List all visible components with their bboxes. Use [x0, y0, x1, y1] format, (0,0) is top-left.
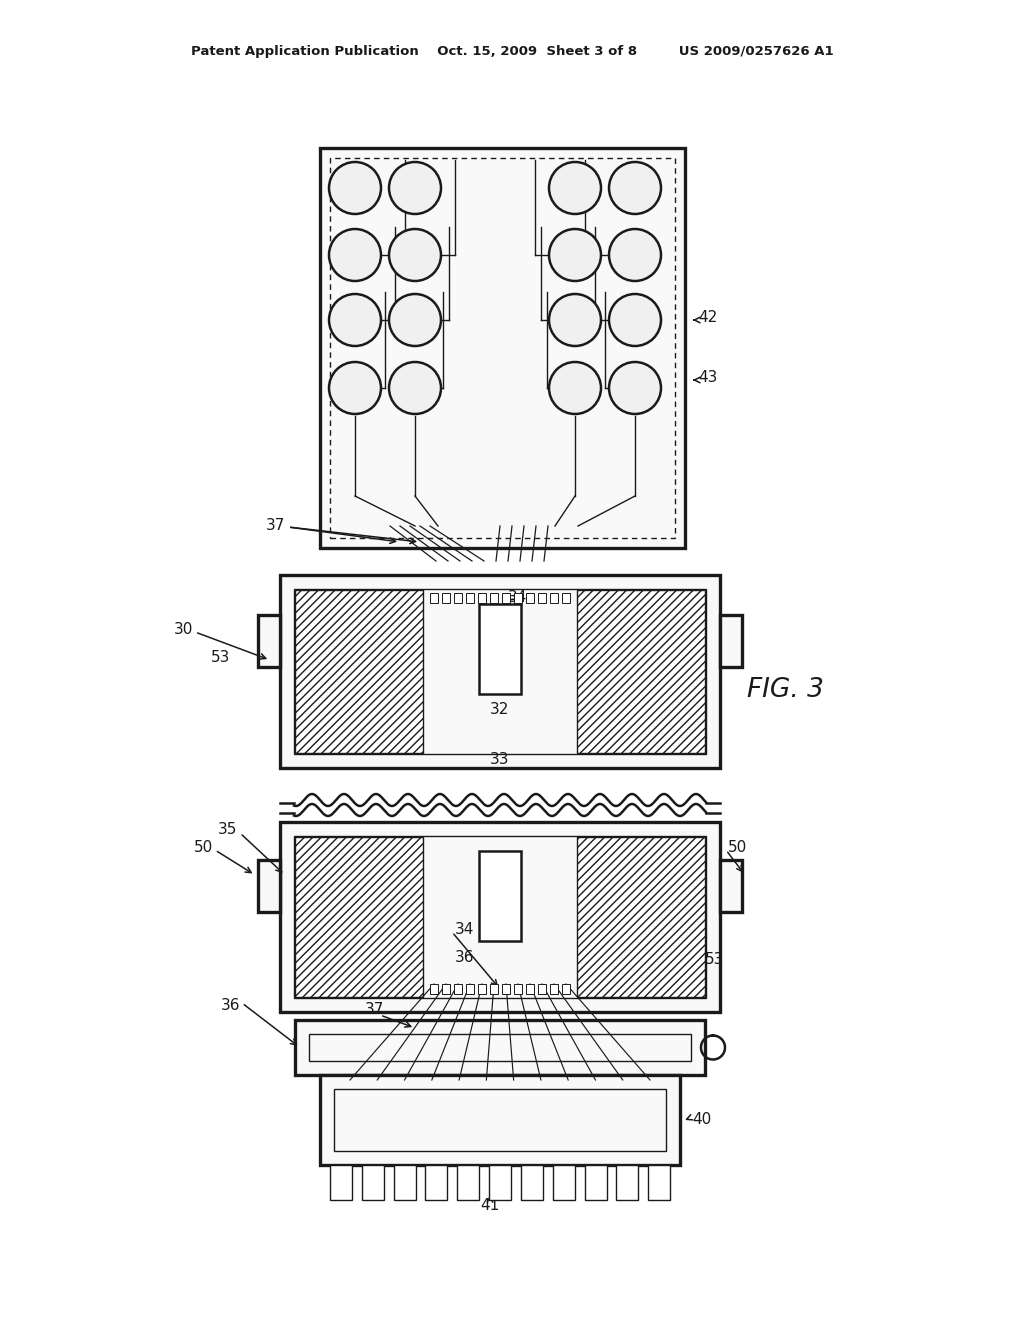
Bar: [295, 837, 423, 997]
Text: 32: 32: [490, 702, 509, 718]
Circle shape: [609, 362, 662, 414]
Circle shape: [329, 362, 381, 414]
Bar: [720, 861, 742, 912]
Bar: [454, 593, 462, 603]
Bar: [258, 861, 280, 912]
Bar: [425, 1166, 447, 1200]
Circle shape: [389, 294, 441, 346]
Circle shape: [609, 162, 662, 214]
Bar: [550, 983, 558, 994]
Bar: [538, 593, 546, 603]
Bar: [479, 851, 521, 941]
Circle shape: [549, 162, 601, 214]
Bar: [577, 837, 705, 997]
Bar: [550, 593, 558, 603]
Bar: [294, 589, 706, 754]
Bar: [514, 593, 522, 603]
Bar: [334, 1089, 666, 1151]
Bar: [361, 1166, 384, 1200]
Text: 53: 53: [705, 953, 724, 968]
Circle shape: [609, 294, 662, 346]
Bar: [294, 836, 706, 998]
Circle shape: [389, 162, 441, 214]
Bar: [393, 1166, 416, 1200]
Bar: [502, 593, 510, 603]
Text: 37: 37: [265, 517, 285, 532]
Bar: [478, 983, 486, 994]
Text: 35: 35: [218, 822, 237, 837]
Bar: [466, 983, 474, 994]
Text: 43: 43: [698, 371, 718, 385]
Text: Patent Application Publication    Oct. 15, 2009  Sheet 3 of 8         US 2009/02: Patent Application Publication Oct. 15, …: [190, 45, 834, 58]
Text: 50: 50: [728, 841, 748, 855]
Circle shape: [329, 162, 381, 214]
Text: 41: 41: [480, 1197, 500, 1213]
Text: FIG. 3: FIG. 3: [746, 677, 823, 704]
Text: 50: 50: [194, 841, 213, 855]
Bar: [562, 983, 570, 994]
Bar: [430, 983, 438, 994]
Text: 34: 34: [455, 923, 474, 937]
Bar: [526, 983, 534, 994]
Circle shape: [549, 294, 601, 346]
Bar: [280, 576, 720, 768]
Circle shape: [549, 228, 601, 281]
Bar: [330, 1166, 352, 1200]
Text: 37: 37: [366, 1002, 385, 1018]
Text: 36: 36: [455, 950, 474, 965]
Bar: [430, 593, 438, 603]
Bar: [258, 615, 280, 667]
Bar: [538, 983, 546, 994]
Text: 36: 36: [220, 998, 240, 1012]
Circle shape: [389, 228, 441, 281]
Circle shape: [329, 294, 381, 346]
Bar: [442, 983, 450, 994]
Bar: [454, 983, 462, 994]
Text: 53: 53: [211, 651, 230, 665]
Bar: [648, 1166, 670, 1200]
Bar: [526, 593, 534, 603]
Bar: [514, 983, 522, 994]
Bar: [309, 1034, 691, 1061]
Bar: [553, 1166, 574, 1200]
Circle shape: [609, 228, 662, 281]
Bar: [442, 593, 450, 603]
Bar: [562, 593, 570, 603]
Bar: [490, 983, 498, 994]
Bar: [489, 1166, 511, 1200]
Text: 30: 30: [174, 623, 193, 638]
Bar: [585, 1166, 606, 1200]
Bar: [466, 593, 474, 603]
Bar: [295, 590, 423, 752]
Circle shape: [389, 362, 441, 414]
Bar: [720, 615, 742, 667]
Bar: [502, 983, 510, 994]
Bar: [490, 593, 498, 603]
Bar: [295, 1020, 705, 1074]
Text: 34: 34: [508, 590, 527, 606]
Circle shape: [329, 228, 381, 281]
Text: 42: 42: [698, 310, 717, 326]
Bar: [319, 1074, 680, 1166]
Bar: [457, 1166, 479, 1200]
Text: 33: 33: [490, 752, 510, 767]
Bar: [319, 148, 685, 548]
Bar: [478, 593, 486, 603]
Bar: [330, 158, 675, 539]
Bar: [479, 605, 521, 694]
Circle shape: [549, 362, 601, 414]
Text: 40: 40: [692, 1113, 712, 1127]
Bar: [616, 1166, 638, 1200]
Bar: [280, 822, 720, 1012]
Bar: [521, 1166, 543, 1200]
Bar: [577, 590, 705, 752]
